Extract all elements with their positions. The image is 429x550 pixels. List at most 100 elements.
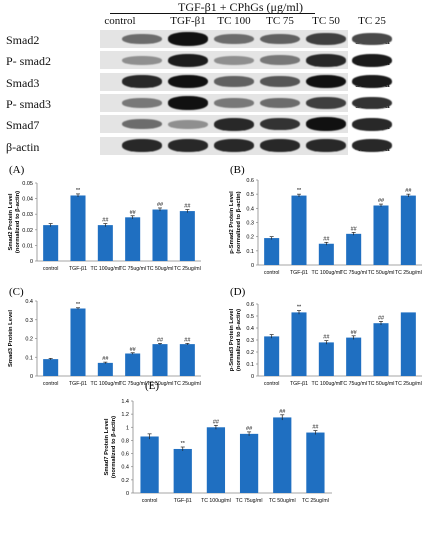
lane-label: TGF-β1 <box>170 15 206 27</box>
significance-mark: ** <box>297 188 302 194</box>
y-axis-label: Smad7 Protein Level <box>104 418 110 475</box>
panel-label: (B) <box>230 164 245 176</box>
y-axis-label: Smad2 Protein Level <box>8 193 14 250</box>
significance-mark: ## <box>405 188 412 194</box>
blot-band <box>306 139 346 152</box>
significance-mark: ## <box>246 426 253 432</box>
x-tick-label: control <box>43 266 59 272</box>
bar-2 <box>97 362 113 376</box>
lane-label: TC 25 <box>358 15 386 27</box>
x-tick-label: TC 50ug/ml <box>368 270 395 276</box>
protein-label: β-actin <box>6 139 40 154</box>
bar-0 <box>264 238 280 265</box>
significance-mark: ## <box>102 356 109 362</box>
x-tick-label: TGF-β1 <box>290 270 308 276</box>
blot-band <box>214 55 254 65</box>
blot-band <box>214 117 254 131</box>
protein-label: Smad2 <box>6 33 40 47</box>
significance-mark: ** <box>181 441 186 447</box>
x-tick-label: TC 75ug/ml <box>340 270 367 276</box>
y-axis-label-line2: (normalized to β-actin) <box>236 309 242 371</box>
blot-band <box>306 74 346 89</box>
blot-band <box>168 53 208 67</box>
x-tick-label: control <box>43 381 59 387</box>
blot-band <box>306 53 346 67</box>
blot-band <box>168 96 208 110</box>
significance-mark: ## <box>157 202 164 208</box>
significance-mark: ## <box>351 226 358 232</box>
lane-labels: control TGF-β1 TC 100 TC 75 TC 50 TC 25 <box>0 15 429 29</box>
x-tick-label: TC 50ug/ml <box>147 266 174 272</box>
blot-band <box>260 118 300 131</box>
x-tick-label: TC 100ug/ml <box>311 381 341 387</box>
x-tick-label: TC 25ug/ml <box>302 498 329 504</box>
y-tick-label: 0.4 <box>246 206 254 212</box>
bar-3 <box>239 433 259 493</box>
blot-band <box>260 97 300 109</box>
x-tick-label: TC 50ug/ml <box>269 498 296 504</box>
blot-band <box>260 33 300 45</box>
treatment-header: TGF-β1 + CPhGs (μg/ml) <box>178 0 303 14</box>
blot-band <box>122 97 162 108</box>
bar-1 <box>291 312 307 376</box>
bar-5 <box>306 432 325 493</box>
significance-mark: ## <box>213 419 220 425</box>
y-tick-label: 1 <box>126 425 129 431</box>
bar-5 <box>179 344 195 376</box>
blot-band <box>352 53 392 67</box>
x-tick-label: TC 25ug/ml <box>395 381 422 387</box>
western-blot-figure: TGF-β1 + CPhGs (μg/ml) control TGF-β1 TC 1… <box>0 0 429 158</box>
y-tick-label: 0.3 <box>246 221 254 227</box>
x-tick-label: TC 100ug/ml <box>201 498 231 504</box>
panel-label: (D) <box>230 286 246 298</box>
x-tick-label: control <box>264 270 280 276</box>
bar-3 <box>346 337 362 376</box>
significance-mark: ## <box>323 236 330 242</box>
bar-4 <box>273 417 292 493</box>
bar-0 <box>43 359 59 376</box>
significance-mark: ** <box>76 302 81 308</box>
blot-band <box>122 33 162 45</box>
x-tick-label: TC 75ug/ml <box>340 381 367 387</box>
blot-band <box>306 117 346 131</box>
y-tick-label: 0 <box>251 374 254 380</box>
y-tick-label: 0 <box>30 374 33 380</box>
bar-0 <box>140 436 159 493</box>
bar-3 <box>125 353 141 376</box>
bar-5 <box>400 195 416 265</box>
blot-band <box>168 119 208 129</box>
panel-label: (C) <box>9 286 24 298</box>
blot-band <box>214 97 254 108</box>
bar-0 <box>264 336 280 376</box>
blot-band <box>168 139 208 152</box>
significance-mark: ## <box>312 425 319 431</box>
y-tick-label: 0.8 <box>121 438 129 444</box>
x-tick-label: control <box>264 381 280 387</box>
x-tick-label: TC 100ug/ml <box>90 266 120 272</box>
blot-band <box>168 74 208 89</box>
blot-band <box>260 139 300 152</box>
blot-band <box>352 96 392 110</box>
bar-4 <box>373 323 389 376</box>
y-tick-label: 0.3 <box>246 338 254 344</box>
lane-label: TC 75 <box>266 15 294 27</box>
bar-2 <box>206 427 226 493</box>
blot-band <box>122 139 162 152</box>
significance-mark: ## <box>279 409 286 415</box>
bar-2 <box>318 342 334 376</box>
x-tick-label: TC 25ug/ml <box>395 270 422 276</box>
y-axis-label-line2: (normalized to β-actin) <box>236 191 242 253</box>
y-tick-label: 0.6 <box>246 178 254 184</box>
blot-band <box>352 33 392 45</box>
protein-label: P- smad2 <box>6 54 51 69</box>
y-tick-label: 0.2 <box>246 235 254 241</box>
y-tick-label: 0.3 <box>25 318 33 324</box>
y-tick-label: 0.4 <box>25 299 33 305</box>
x-tick-label: TC 50ug/ml <box>147 381 174 387</box>
blot-rows: Smad258 kDaP- smad260 kDaSmad352 kDaP- s… <box>0 30 429 158</box>
x-tick-label: TGF-β1 <box>69 381 87 387</box>
x-tick-label: TC 75ug/ml <box>119 266 146 272</box>
blot-band <box>306 33 346 45</box>
y-tick-label: 0.04 <box>22 197 33 203</box>
y-tick-label: 0.1 <box>246 249 254 255</box>
